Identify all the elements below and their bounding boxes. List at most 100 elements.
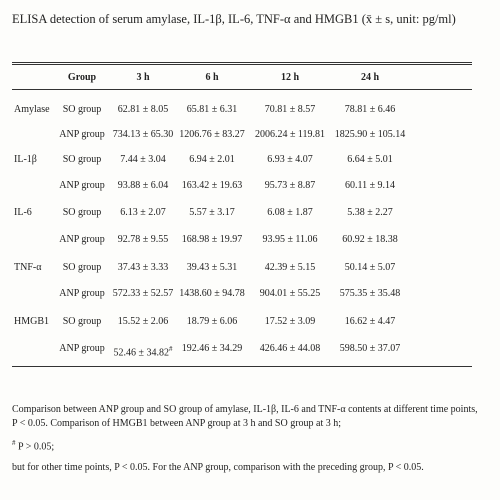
group-cell: SO group bbox=[62, 262, 102, 273]
value-text: 17.52 ± 3.09 bbox=[264, 316, 316, 327]
value-cell: 163.42 ± 19.63 bbox=[182, 180, 243, 192]
value-cell: 168.98 ± 19.97 bbox=[182, 234, 243, 246]
value-text: 6.13 ± 2.07 bbox=[120, 207, 166, 218]
group-cell: ANP group bbox=[59, 343, 105, 354]
value-cell: 42.39 ± 5.15 bbox=[265, 262, 316, 274]
value-cell: 78.81 ± 6.46 bbox=[345, 104, 396, 116]
value-text: 16.62 ± 4.47 bbox=[344, 316, 396, 327]
value-text: 93.95 ± 11.06 bbox=[262, 234, 318, 245]
value-text: 93.88 ± 6.04 bbox=[117, 180, 169, 191]
value-cell: 7.44 ± 3.04 bbox=[120, 154, 166, 166]
value-cell: 18.79 ± 6.06 bbox=[187, 316, 238, 328]
value-cell: 5.38 ± 2.27 bbox=[347, 207, 393, 219]
value-cell: 16.62 ± 4.47 bbox=[345, 316, 396, 328]
value-cell: 6.13 ± 2.07 bbox=[120, 207, 166, 219]
value-text: 78.81 ± 6.46 bbox=[344, 104, 396, 115]
group-cell: ANP group bbox=[59, 180, 105, 191]
value-cell: 904.01 ± 55.25 bbox=[260, 288, 321, 300]
value-text: 60.11 ± 9.14 bbox=[344, 180, 396, 191]
footnote: # P > 0.05; bbox=[12, 436, 482, 454]
value-text: 6.08 ± 1.87 bbox=[267, 207, 313, 218]
value-text: 1438.60 ± 94.78 bbox=[179, 288, 245, 299]
value-text: 7.44 ± 3.04 bbox=[120, 154, 166, 165]
value-text: 50.14 ± 5.07 bbox=[344, 262, 396, 273]
value-note: # bbox=[169, 345, 173, 353]
value-text: 168.98 ± 19.97 bbox=[181, 234, 243, 245]
value-cell: 572.33 ± 52.57 bbox=[113, 288, 174, 300]
value-cell: 734.13 ± 65.30 bbox=[113, 129, 174, 141]
group-cell: SO group bbox=[62, 104, 102, 115]
value-cell: 93.88 ± 6.04 bbox=[118, 180, 169, 192]
row-label: IL-6 bbox=[14, 207, 32, 218]
group-cell: ANP group bbox=[59, 288, 105, 299]
value-cell: 6.64 ± 5.01 bbox=[347, 154, 393, 166]
value-cell: 192.46 ± 34.29 bbox=[182, 343, 243, 355]
value-cell: 50.14 ± 5.07 bbox=[345, 262, 396, 274]
value-text: 70.81 ± 8.57 bbox=[264, 104, 316, 115]
value-cell: 60.92 ± 18.38 bbox=[342, 234, 398, 246]
value-cell: 6.93 ± 4.07 bbox=[267, 154, 313, 166]
value-cell: 6.94 ± 2.01 bbox=[189, 154, 235, 166]
group-cell: SO group bbox=[62, 316, 102, 327]
value-text: 52.46 ± 34.82 bbox=[113, 347, 170, 359]
group-cell: ANP group bbox=[59, 234, 105, 245]
top-rule bbox=[12, 64, 472, 65]
header-cell: 12 h bbox=[280, 72, 300, 83]
group-cell: SO group bbox=[62, 207, 102, 218]
value-text: 6.94 ± 2.01 bbox=[189, 154, 235, 165]
value-text: 18.79 ± 6.06 bbox=[186, 316, 238, 327]
header-cell: 6 h bbox=[205, 72, 219, 83]
value-cell: 6.08 ± 1.87 bbox=[267, 207, 313, 219]
footnote-text: P > 0.05; bbox=[15, 441, 55, 453]
value-text: 92.78 ± 9.55 bbox=[117, 234, 169, 245]
row-label: Amylase bbox=[14, 104, 50, 115]
value-text: 1825.90 ± 105.14 bbox=[334, 129, 406, 140]
value-text: 37.43 ± 3.33 bbox=[117, 262, 169, 273]
value-cell: 92.78 ± 9.55 bbox=[118, 234, 169, 246]
value-text: 39.43 ± 5.31 bbox=[186, 262, 238, 273]
value-cell: 70.81 ± 8.57 bbox=[265, 104, 316, 116]
top-rule bbox=[12, 62, 472, 63]
header-cell: 24 h bbox=[360, 72, 380, 83]
header-cell: Group bbox=[67, 72, 97, 83]
value-text: 192.46 ± 34.29 bbox=[181, 343, 243, 354]
value-cell: 15.52 ± 2.06 bbox=[118, 316, 169, 328]
value-cell: 1206.76 ± 83.27 bbox=[179, 129, 245, 141]
title: ELISA detection of serum amylase, IL-1β,… bbox=[12, 12, 456, 26]
value-cell: 62.81 ± 8.05 bbox=[118, 104, 169, 116]
value-text: 5.57 ± 3.17 bbox=[189, 207, 235, 218]
value-cell: 426.46 ± 44.08 bbox=[260, 343, 321, 355]
value-text: 2006.24 ± 119.81 bbox=[254, 129, 326, 140]
value-text: 1206.76 ± 83.27 bbox=[179, 129, 245, 140]
value-cell: 17.52 ± 3.09 bbox=[265, 316, 316, 328]
value-cell: 52.46 ± 34.82# bbox=[114, 343, 173, 359]
value-cell: 95.73 ± 8.87 bbox=[265, 180, 316, 192]
value-cell: 37.43 ± 3.33 bbox=[118, 262, 169, 274]
row-label: HMGB1 bbox=[14, 316, 50, 327]
value-text: 42.39 ± 5.15 bbox=[264, 262, 316, 273]
value-cell: 598.50 ± 37.07 bbox=[340, 343, 401, 355]
footnote: but for other time points, P < 0.05. For… bbox=[12, 462, 424, 473]
value-text: 163.42 ± 19.63 bbox=[181, 180, 243, 191]
value-text: 65.81 ± 6.31 bbox=[186, 104, 238, 115]
value-text: 5.38 ± 2.27 bbox=[347, 207, 393, 218]
value-text: 598.50 ± 37.07 bbox=[339, 343, 401, 354]
value-text: 6.64 ± 5.01 bbox=[347, 154, 393, 165]
value-cell: 60.11 ± 9.14 bbox=[345, 180, 395, 192]
row-label: TNF-α bbox=[14, 262, 42, 273]
value-text: 60.92 ± 18.38 bbox=[342, 234, 398, 245]
value-cell: 1825.90 ± 105.14 bbox=[335, 129, 406, 141]
group-cell: ANP group bbox=[59, 129, 105, 140]
group-cell: SO group bbox=[62, 154, 102, 165]
bottom-rule bbox=[12, 366, 472, 367]
value-text: 426.46 ± 44.08 bbox=[259, 343, 321, 354]
value-text: 575.35 ± 35.48 bbox=[339, 288, 401, 299]
value-text: 572.33 ± 52.57 bbox=[112, 288, 174, 299]
footnote: Comparison between ANP group and SO grou… bbox=[12, 404, 478, 429]
value-cell: 2006.24 ± 119.81 bbox=[255, 129, 325, 141]
footnote-mark: # bbox=[12, 439, 16, 447]
value-text: 6.93 ± 4.07 bbox=[267, 154, 313, 165]
value-cell: 65.81 ± 6.31 bbox=[187, 104, 238, 116]
row-label: IL-1β bbox=[14, 154, 37, 165]
